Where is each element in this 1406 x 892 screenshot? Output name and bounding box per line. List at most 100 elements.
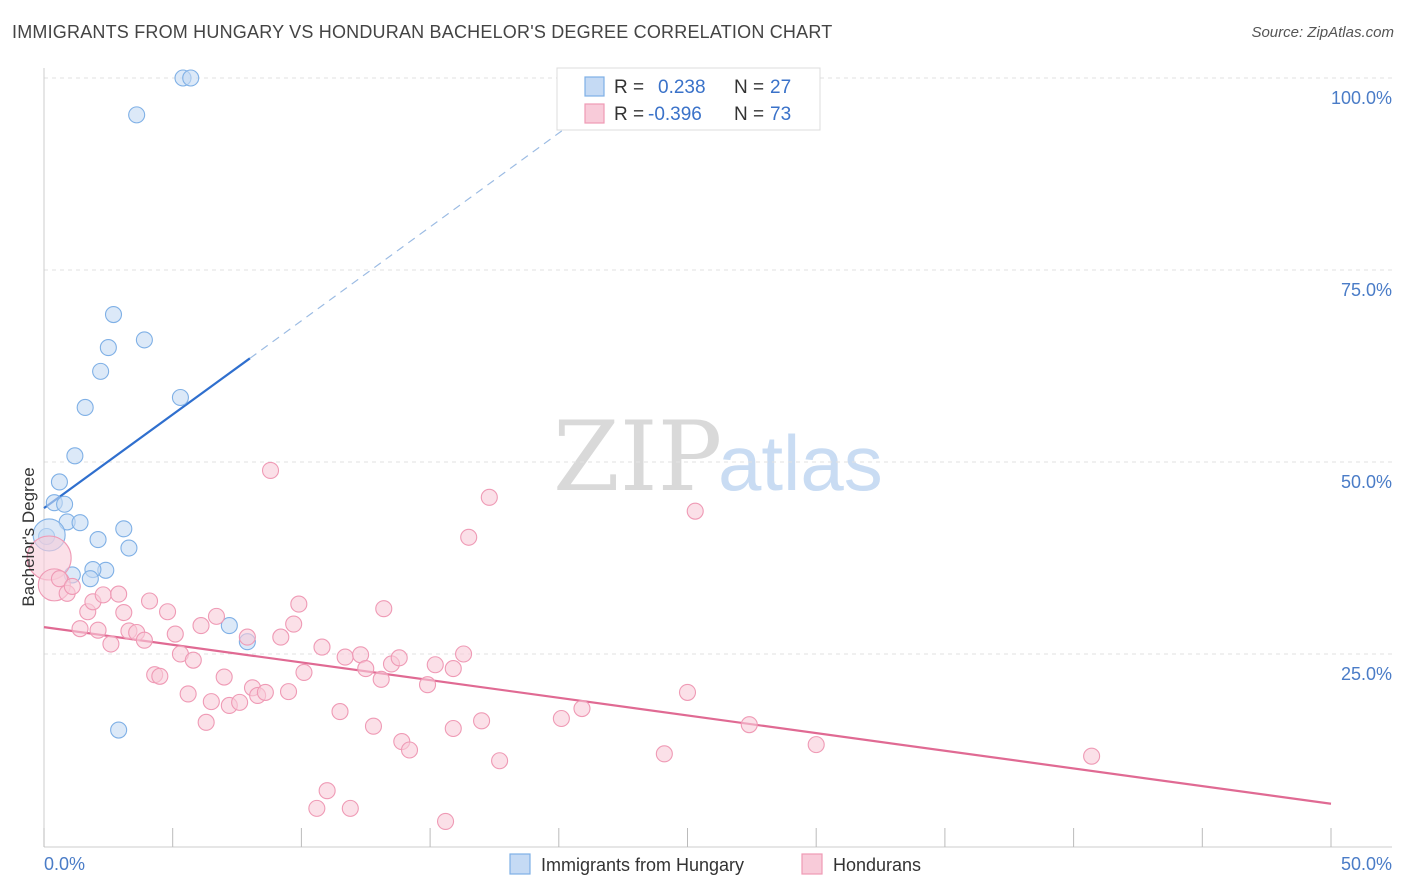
honduran-point-8	[89, 621, 107, 639]
y-tick-label-50: 50.0%	[1341, 472, 1392, 492]
hungary-point-22	[81, 570, 99, 588]
legend-swatch-hondurans	[584, 103, 605, 124]
axes	[43, 68, 1392, 848]
honduran-point-63	[473, 712, 491, 730]
bottom-legend-label-hondurans: Hondurans	[833, 855, 921, 875]
legend-r-value-2: -0.396	[648, 104, 702, 125]
honduran-point-16	[140, 592, 159, 610]
honduran-point-10	[102, 635, 120, 653]
honduran-point-25	[197, 713, 215, 731]
honduran-point-66	[552, 709, 570, 728]
honduran-point-46	[341, 799, 359, 817]
honduran-point-12	[115, 603, 133, 622]
honduran-point-41	[308, 799, 326, 817]
honduran-point-42	[313, 638, 331, 656]
hungary-point-14	[71, 514, 89, 532]
chart-title: IMMIGRANTS FROM HUNGARY VS HONDURAN BACH…	[12, 22, 833, 42]
y-tick-label-25: 25.0%	[1341, 664, 1392, 684]
hungary-point-1	[182, 69, 200, 87]
honduran-point-39	[290, 595, 308, 613]
grid-lines	[44, 77, 1392, 655]
legend-swatch-hungary	[584, 76, 605, 97]
legend-n-label-2: N =	[734, 104, 764, 125]
honduran-point-30	[231, 693, 249, 711]
honduran-point-37	[279, 683, 298, 701]
bottom-legend: Immigrants from Hungary Hondurans	[509, 853, 921, 875]
bottom-legend-swatch-hondurans	[801, 853, 823, 875]
honduran-point-28	[215, 668, 233, 686]
legend-n-value-1: 27	[770, 77, 791, 98]
honduran-point-31	[238, 628, 256, 646]
honduran-point-45	[336, 648, 354, 666]
hungary-point-15	[115, 520, 133, 538]
watermark-atlas: atlas	[718, 419, 883, 507]
source-label: Source: ZipAtlas.com	[1251, 24, 1394, 41]
honduran-point-19	[159, 603, 177, 621]
trend-line-hondurans	[43, 626, 1332, 805]
watermark-zip: ZIP	[553, 401, 722, 513]
honduran-point-49	[364, 717, 383, 735]
honduran-point-59	[444, 719, 462, 738]
hungary-point-25	[110, 721, 128, 739]
data-points	[26, 69, 1101, 830]
hungary-point-10	[50, 473, 68, 491]
y-tick-label-100: 100.0%	[1331, 88, 1392, 108]
honduran-point-34	[256, 683, 274, 701]
hungary-point-3	[104, 305, 123, 324]
honduran-point-71	[740, 716, 758, 734]
hungary-point-2	[128, 106, 146, 124]
honduran-point-73	[1083, 747, 1101, 765]
trend-line-hungary	[43, 357, 251, 509]
honduran-point-72	[807, 736, 825, 754]
honduran-point-61	[455, 645, 473, 663]
honduran-point-38	[285, 615, 303, 633]
honduran-point-44	[331, 703, 349, 721]
honduran-point-62	[460, 528, 478, 546]
honduran-point-20	[166, 625, 184, 643]
legend-r-label-2: R =	[614, 104, 644, 125]
honduran-point-5	[71, 620, 89, 638]
hungary-point-12	[56, 495, 74, 513]
legend-r-value-1: 0.238	[658, 77, 706, 98]
legend: R = 0.238 N = 27 R = -0.396 N = 73	[556, 67, 821, 131]
honduran-point-56	[418, 676, 437, 694]
hungary-point-5	[99, 339, 117, 357]
y-tick-label-75: 75.0%	[1341, 280, 1392, 300]
honduran-point-60	[444, 660, 462, 678]
bottom-legend-label-hungary: Immigrants from Hungary	[541, 855, 744, 875]
hungary-point-6	[92, 362, 110, 380]
hungary-point-23	[220, 617, 238, 635]
honduran-point-67	[573, 699, 591, 718]
honduran-point-22	[179, 685, 197, 703]
hungary-point-4	[135, 331, 153, 349]
honduran-point-68	[655, 745, 673, 763]
trend-line-hungary-extension	[249, 104, 598, 359]
honduran-point-2	[50, 570, 68, 588]
honduran-point-27	[207, 607, 226, 625]
honduran-point-23	[184, 651, 202, 669]
honduran-point-11	[110, 585, 128, 603]
x-tick-label-max: 50.0%	[1341, 854, 1392, 874]
honduran-point-24	[192, 617, 210, 635]
x-tick-label-min: 0.0%	[44, 854, 85, 874]
hungary-point-9	[66, 447, 84, 465]
trend-lines	[43, 104, 1332, 805]
honduran-point-18	[151, 667, 169, 685]
honduran-point-35	[261, 461, 280, 479]
honduran-point-65	[491, 752, 509, 770]
hungary-point-7	[171, 388, 189, 407]
bottom-legend-swatch-hungary	[509, 853, 531, 875]
legend-n-value-2: 73	[770, 104, 791, 125]
hungary-point-16	[89, 531, 107, 549]
honduran-point-53	[390, 649, 408, 667]
honduran-point-15	[135, 631, 153, 649]
honduran-point-55	[400, 741, 419, 759]
y-tick-labels: 100.0% 75.0% 50.0% 25.0%	[1331, 88, 1392, 684]
y-axis-label: Bachelor's Degree	[19, 467, 38, 606]
honduran-point-26	[202, 693, 220, 711]
honduran-point-69	[678, 683, 697, 701]
honduran-point-58	[436, 812, 455, 830]
hungary-point-8	[76, 398, 94, 417]
legend-r-label-1: R =	[614, 77, 644, 98]
